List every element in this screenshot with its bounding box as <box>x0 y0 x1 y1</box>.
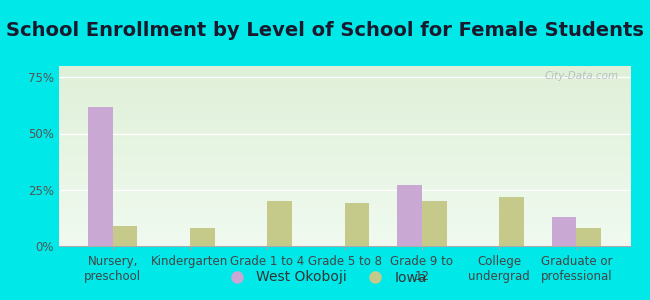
Bar <box>190 228 214 246</box>
Legend: West Okoboji, Iowa: West Okoboji, Iowa <box>218 265 432 290</box>
Bar <box>267 201 292 246</box>
Text: City-Data.com: City-Data.com <box>545 71 619 81</box>
Bar <box>577 228 601 246</box>
Text: School Enrollment by Level of School for Female Students: School Enrollment by Level of School for… <box>6 21 644 40</box>
Bar <box>88 106 112 246</box>
Bar <box>552 217 577 246</box>
Bar <box>112 226 137 246</box>
Bar <box>422 201 447 246</box>
Bar <box>344 203 369 246</box>
Bar <box>499 196 524 246</box>
Bar <box>397 185 422 246</box>
